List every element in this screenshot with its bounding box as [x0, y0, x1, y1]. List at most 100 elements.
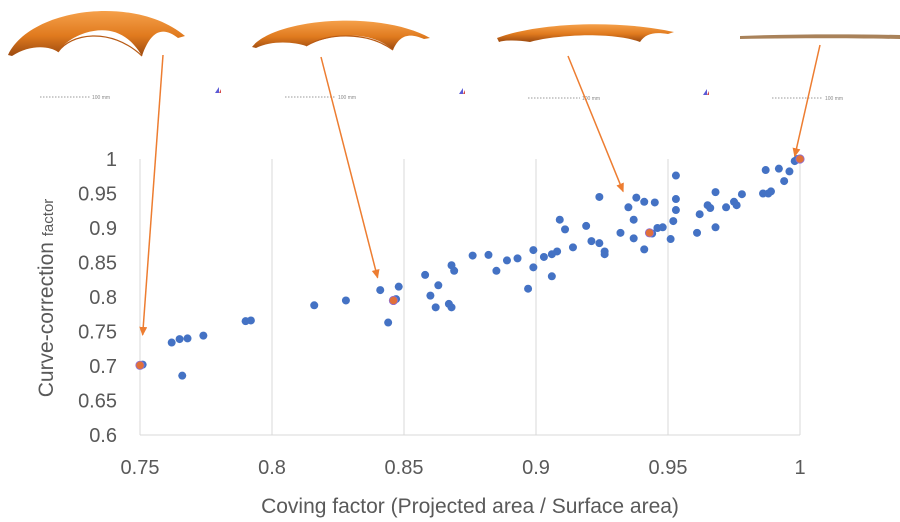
axis-triad-icon — [459, 88, 465, 94]
data-point — [711, 188, 720, 197]
y-tick-label: 0.95 — [78, 184, 117, 206]
data-point — [632, 193, 641, 202]
data-point — [693, 228, 702, 237]
data-point — [640, 197, 649, 206]
data-point — [450, 266, 459, 275]
data-point — [513, 254, 522, 263]
data-point — [447, 303, 456, 312]
annotation-arrow — [139, 54, 164, 336]
highlighted-data-point — [795, 154, 805, 164]
data-point — [561, 225, 570, 234]
y-tick-label: 0.7 — [89, 356, 117, 378]
axes: 0.75 0.8 0.85 0.9 0.95 1 0.6 0.65 0.7 0.75 0.8 0.85… — [78, 149, 806, 479]
data-point — [547, 272, 556, 281]
data-point — [616, 228, 625, 237]
data-point — [711, 223, 720, 232]
data-point — [175, 335, 184, 344]
data-point — [394, 282, 403, 291]
data-point — [582, 221, 591, 230]
data-point — [555, 215, 564, 224]
data-point — [529, 246, 538, 255]
data-point — [431, 303, 440, 312]
x-tick-label: 0.75 — [121, 457, 160, 479]
data-point — [671, 171, 680, 180]
data-point — [484, 250, 493, 259]
axis-triad-icon — [215, 87, 221, 93]
axis-triad-icon — [703, 89, 709, 95]
shell-image-3 — [497, 24, 674, 42]
data-point — [706, 203, 715, 212]
y-tick-label: 0.9 — [89, 218, 117, 240]
data-point — [384, 318, 393, 327]
scale-bar-label: 100 mm — [338, 95, 356, 101]
data-point — [492, 266, 501, 275]
x-tick-label: 0.85 — [385, 457, 424, 479]
data-point — [732, 201, 741, 210]
annotation-arrow — [567, 55, 624, 193]
data-point — [600, 250, 609, 259]
data-point — [780, 177, 789, 186]
data-point — [553, 247, 562, 256]
y-axis-title-unit: factor — [40, 199, 57, 237]
gridlines — [271, 159, 801, 435]
data-point — [434, 281, 443, 290]
scale-bar-2: 100 mm — [285, 95, 356, 101]
data-point — [587, 237, 596, 246]
data-point — [650, 198, 659, 207]
x-tick-label: 0.9 — [522, 457, 550, 479]
scale-bar-label: 100 mm — [92, 95, 110, 101]
data-point — [341, 296, 350, 305]
data-point — [671, 195, 680, 204]
data-point — [310, 301, 319, 310]
annotation-arrow — [320, 56, 380, 279]
scale-bar-label: 100 mm — [582, 96, 600, 102]
y-tick-label: 0.85 — [78, 253, 117, 275]
scale-bar-1: 100 mm — [40, 95, 110, 101]
data-point — [766, 187, 775, 196]
y-tick-label: 0.75 — [78, 322, 117, 344]
y-tick-label: 0.65 — [78, 391, 117, 413]
data-point — [629, 234, 638, 243]
x-axis-title: Coving factor (Projected area / Surface … — [261, 495, 679, 518]
y-axis-title: Curve-correction factor — [35, 199, 58, 398]
data-point — [666, 235, 675, 244]
data-point — [183, 334, 192, 343]
data-point — [658, 223, 667, 232]
data-point — [468, 251, 477, 260]
highlighted-data-point — [388, 295, 399, 306]
x-tick-label: 0.8 — [258, 457, 286, 479]
data-point — [595, 239, 604, 248]
x-tick-label: 0.95 — [649, 457, 688, 479]
highlighted-data-point — [135, 360, 145, 370]
data-point — [624, 203, 633, 212]
y-axis-title-main: Curve-correction — [35, 236, 58, 397]
data-point — [785, 167, 794, 176]
data-point — [167, 338, 176, 347]
y-tick-label: 0.6 — [89, 425, 117, 447]
data-point — [529, 263, 538, 272]
data-point — [640, 245, 649, 254]
highlighted-data-point — [644, 228, 655, 238]
shell-image-4 — [740, 34, 900, 39]
data-point — [178, 371, 187, 380]
y-tick-label: 1 — [106, 149, 117, 171]
data-point — [568, 243, 577, 252]
data-point — [426, 291, 435, 300]
data-point — [539, 252, 548, 261]
data-series — [135, 154, 805, 380]
data-point — [761, 166, 770, 175]
data-point — [502, 256, 511, 265]
shell-image-1 — [8, 10, 185, 57]
scale-bar-label: 100 mm — [825, 96, 843, 102]
data-point — [595, 192, 604, 201]
data-point — [421, 270, 430, 279]
data-point — [695, 210, 704, 219]
data-point — [669, 217, 678, 226]
scale-bar-4: 100 mm — [772, 96, 843, 102]
shell-image-2 — [252, 20, 430, 51]
data-point — [524, 284, 533, 293]
data-point — [199, 331, 208, 340]
y-tick-label: 0.8 — [89, 287, 117, 309]
data-point — [774, 164, 783, 173]
data-point — [722, 203, 731, 212]
